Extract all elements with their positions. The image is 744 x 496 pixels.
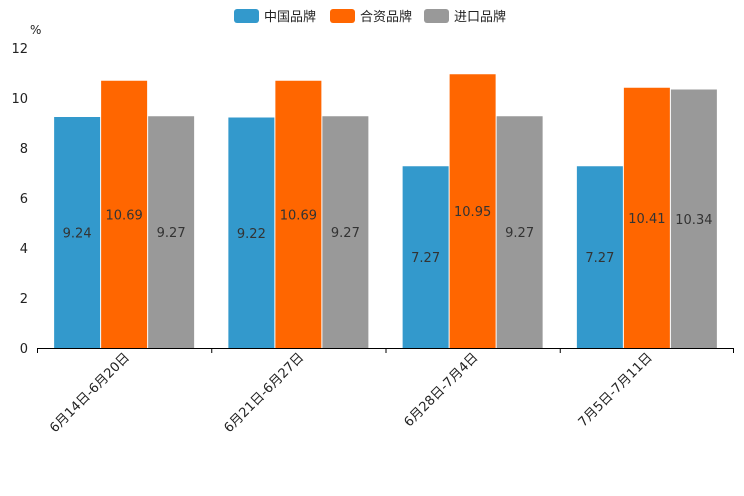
- bar: [496, 116, 543, 348]
- x-tick-label: 6月21日-6月27日: [221, 350, 307, 436]
- data-label: 9.27: [157, 226, 186, 241]
- data-label: 10.69: [106, 208, 143, 223]
- legend-swatch: [424, 9, 449, 23]
- data-label: 10.34: [675, 213, 712, 228]
- data-label: 9.22: [237, 227, 266, 242]
- data-label: 7.27: [585, 251, 614, 266]
- legend: 中国品牌 合资品牌 进口品牌: [234, 9, 506, 25]
- bar: [148, 116, 195, 348]
- bar: [322, 116, 369, 348]
- legend-label: 合资品牌: [360, 9, 412, 25]
- bar: [402, 166, 449, 348]
- value-labels: 9.24 10.69 9.27 9.22 10.69 9.27 7.27 10.95 9.27 7…: [63, 205, 713, 266]
- y-tick-label: 10: [11, 92, 28, 107]
- bar: [576, 166, 623, 348]
- bars: [54, 74, 717, 348]
- data-label: 9.27: [505, 226, 534, 241]
- y-tick-label: 4: [20, 242, 28, 257]
- bar: [623, 87, 670, 348]
- data-label: 7.27: [411, 251, 440, 266]
- y-axis-unit-label: %: [30, 23, 41, 37]
- x-tick-label: 6月14日-6月20日: [47, 350, 133, 436]
- bar: [670, 89, 717, 348]
- data-label: 10.95: [454, 205, 491, 220]
- data-label: 10.69: [280, 208, 317, 223]
- bar: [449, 74, 496, 348]
- y-tick-label: 8: [20, 142, 28, 157]
- y-axis: 0 2 4 6 8 10 12: [11, 42, 28, 357]
- bar: [275, 80, 322, 348]
- legend-label: 进口品牌: [454, 9, 506, 25]
- legend-swatch: [234, 9, 259, 23]
- y-tick-label: 0: [20, 342, 28, 357]
- y-tick-label: 2: [20, 292, 28, 307]
- legend-label: 中国品牌: [264, 9, 316, 25]
- bar: [54, 117, 101, 348]
- data-label: 9.24: [63, 227, 92, 242]
- y-tick-label: 6: [20, 192, 28, 207]
- bar: [228, 117, 275, 348]
- data-label: 10.41: [628, 212, 665, 227]
- legend-swatch: [330, 9, 355, 23]
- x-tick-label: 6月28日-7月4日: [402, 350, 482, 430]
- x-tick-label: 7月5日-7月11日: [576, 350, 656, 430]
- x-axis: 6月14日-6月20日 6月21日-6月27日 6月28日-7月4日 7月5日-7月1…: [37, 348, 734, 436]
- bar: [101, 80, 148, 348]
- data-label: 9.27: [331, 226, 360, 241]
- y-tick-label: 12: [11, 42, 28, 57]
